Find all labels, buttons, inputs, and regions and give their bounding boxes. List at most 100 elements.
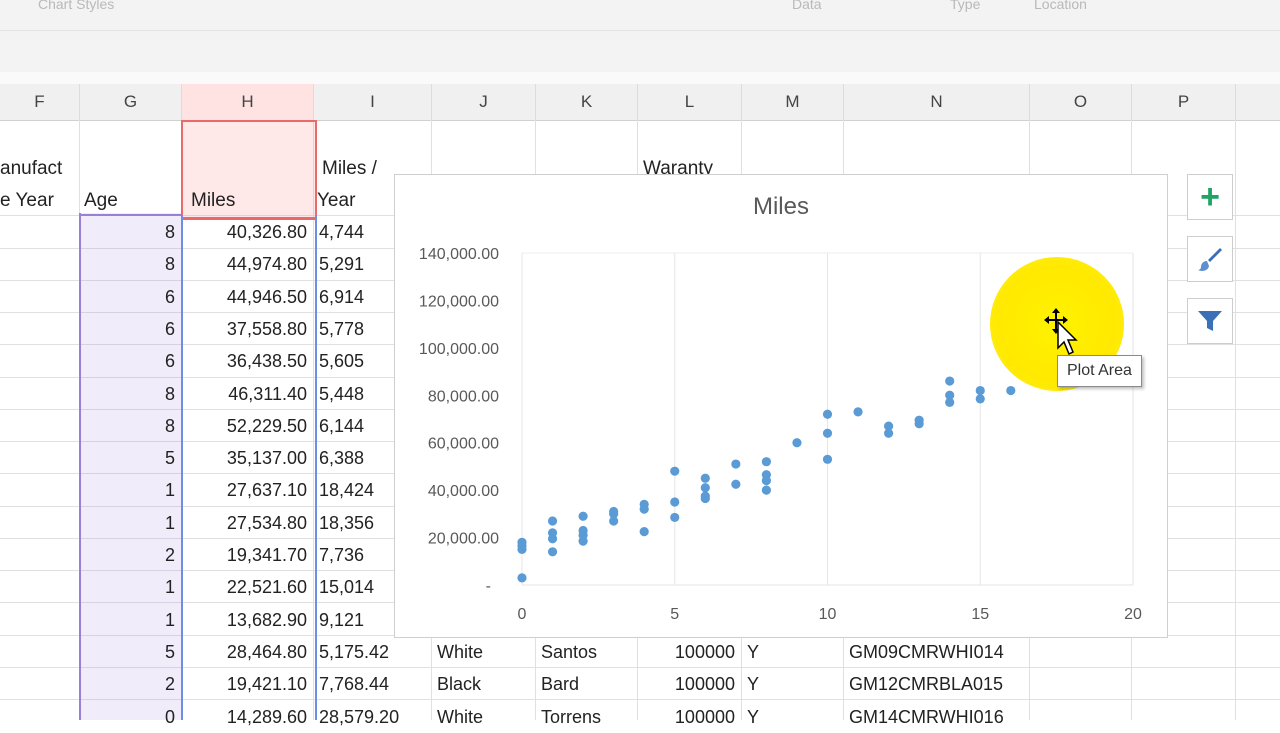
column-header-l[interactable]: L	[638, 84, 742, 120]
cell-miles[interactable]: 28,464.80	[226, 641, 307, 662]
column-header-g[interactable]: G	[80, 84, 182, 120]
cell-miles[interactable]: 46,311.40	[228, 383, 307, 404]
cell-manufacture-year[interactable]	[0, 281, 4, 313]
cell-manufacture-year[interactable]	[0, 474, 4, 506]
cell-age[interactable]: 8	[164, 254, 175, 275]
column-headers: F G H I J K L M N O P	[0, 84, 1280, 121]
cell-flag[interactable]: Y	[747, 641, 760, 662]
cell-age[interactable]: 1	[164, 609, 175, 630]
column-header-i[interactable]: I	[314, 84, 432, 120]
cell-age[interactable]: 5	[164, 641, 175, 662]
column-header-f[interactable]: F	[0, 84, 80, 120]
column-header-o[interactable]: O	[1030, 84, 1132, 120]
cell-miles[interactable]: 14,289.60	[226, 706, 307, 727]
cell-miles[interactable]: 52,229.50	[226, 415, 307, 436]
cell-miles[interactable]: 36,438.50	[226, 351, 307, 372]
cell-miles-per-year[interactable]: 7,768.44	[319, 674, 390, 695]
cell-miles-per-year[interactable]: 5,291	[319, 254, 365, 275]
cell-miles-per-year[interactable]: 18,424	[319, 480, 375, 501]
cell-manufacture-year[interactable]	[0, 539, 4, 571]
cell-manufacture-year[interactable]	[0, 604, 4, 636]
cell-age[interactable]: 5	[164, 448, 175, 469]
chart-area[interactable]: Miles 0 5 10 15 20 - 20,000.00 40,000.00 60,000.…	[394, 174, 1168, 638]
cell-manufacture-year[interactable]	[0, 507, 4, 539]
column-header-m[interactable]: M	[742, 84, 844, 120]
cell-age[interactable]: 1	[164, 480, 175, 501]
cell-miles[interactable]: 19,421.10	[226, 674, 307, 695]
column-header-j[interactable]: J	[432, 84, 536, 120]
cell-id[interactable]: GM09CMRWHI014	[849, 641, 1004, 662]
cell-miles-per-year[interactable]: 4,744	[319, 222, 365, 242]
cell-manufacture-year[interactable]	[0, 701, 4, 733]
cell-manufacture-year[interactable]	[0, 248, 4, 280]
cell-manufacture-year[interactable]	[0, 442, 4, 474]
chart-filters-button[interactable]	[1187, 298, 1233, 344]
cell-manufacture-year[interactable]	[0, 668, 4, 700]
cell-manufacture-year[interactable]	[0, 345, 4, 377]
cell-name[interactable]: Santos	[541, 641, 598, 662]
cell-miles[interactable]: 44,974.80	[226, 254, 307, 275]
scatter-plot[interactable]: 0 5 10 15 20 - 20,000.00 40,000.00 60,000.00 80,0…	[395, 175, 1167, 637]
miles-header-range-highlight	[181, 120, 317, 220]
cell-flag[interactable]: Y	[747, 674, 760, 695]
column-header-k[interactable]: K	[536, 84, 638, 120]
cell-age[interactable]: 8	[164, 415, 175, 436]
cell-age[interactable]: 1	[164, 512, 175, 533]
cell-flag[interactable]: Y	[747, 706, 760, 727]
cell-miles-per-year[interactable]: 5,175.42	[319, 641, 390, 662]
cell-manufacture-year[interactable]	[0, 571, 4, 603]
cell-miles-per-year[interactable]: 9,121	[319, 609, 365, 630]
cell-color[interactable]: White	[437, 641, 484, 662]
cell-miles-per-year[interactable]: 7,736	[319, 545, 365, 565]
cell-miles[interactable]: 37,558.80	[226, 318, 307, 339]
cell-warranty[interactable]: 100000	[674, 674, 735, 695]
cell-color[interactable]: White	[437, 706, 484, 727]
chart-title[interactable]: Miles	[752, 193, 809, 220]
funnel-icon	[1198, 311, 1222, 331]
cell-miles-per-year[interactable]: 15,014	[319, 577, 375, 598]
cell-age[interactable]: 8	[164, 222, 175, 242]
cell-age[interactable]: 2	[164, 674, 175, 695]
chart-styles-button[interactable]	[1187, 236, 1233, 282]
cell-manufacture-year[interactable]	[0, 636, 4, 668]
cell-miles[interactable]: 40,326.80	[226, 222, 307, 242]
cell-miles[interactable]: 27,637.10	[226, 480, 307, 501]
cell-miles[interactable]: 44,946.50	[226, 286, 307, 307]
cell-miles-per-year[interactable]: 5,448	[319, 383, 365, 404]
cell-id[interactable]: GM12CMRBLA015	[849, 674, 1004, 695]
cell-age[interactable]: 1	[164, 577, 175, 598]
cell-miles[interactable]: 19,341.70	[226, 545, 307, 565]
cell-color[interactable]: Black	[437, 674, 482, 695]
cell-miles[interactable]: 27,534.80	[226, 512, 307, 533]
cell-miles-per-year[interactable]: 5,605	[319, 351, 365, 372]
cell-manufacture-year[interactable]	[0, 378, 4, 410]
cell-miles-per-year[interactable]: 6,388	[319, 448, 365, 469]
cell-age[interactable]: 6	[164, 286, 175, 307]
cell-miles[interactable]: 35,137.00	[226, 448, 307, 469]
cell-miles-per-year[interactable]: 6,914	[319, 286, 365, 307]
cell-miles[interactable]: 22,521.60	[226, 577, 307, 598]
cell-miles-per-year[interactable]: 6,144	[319, 415, 365, 436]
cell-manufacture-year[interactable]	[0, 313, 4, 345]
column-header-p[interactable]: P	[1132, 84, 1236, 120]
cell-miles[interactable]: 13,682.90	[226, 609, 307, 630]
chart-elements-button[interactable]: +	[1187, 174, 1233, 220]
cell-miles-per-year[interactable]: 18,356	[319, 512, 375, 533]
cell-age[interactable]: 6	[164, 351, 175, 372]
cell-name[interactable]: Bard	[541, 674, 580, 695]
cell-id[interactable]: GM14CMRWHI016	[849, 706, 1004, 727]
cell-warranty[interactable]: 100000	[674, 641, 735, 662]
y-tick-label: 80,000.00	[428, 388, 499, 405]
cell-age[interactable]: 2	[164, 545, 175, 565]
cell-name[interactable]: Torrens	[541, 706, 602, 727]
cell-age[interactable]: 0	[164, 706, 175, 727]
cell-age[interactable]: 8	[164, 383, 175, 404]
column-header-n[interactable]: N	[844, 84, 1030, 120]
cell-miles-per-year[interactable]: 28,579.20	[319, 706, 400, 727]
cell-warranty[interactable]: 100000	[674, 706, 735, 727]
cell-manufacture-year[interactable]	[0, 410, 4, 442]
column-header-h[interactable]: H	[182, 84, 314, 120]
cell-miles-per-year[interactable]: 5,778	[319, 318, 365, 339]
cell-age[interactable]: 6	[164, 318, 175, 339]
cell-manufacture-year[interactable]	[0, 216, 4, 248]
